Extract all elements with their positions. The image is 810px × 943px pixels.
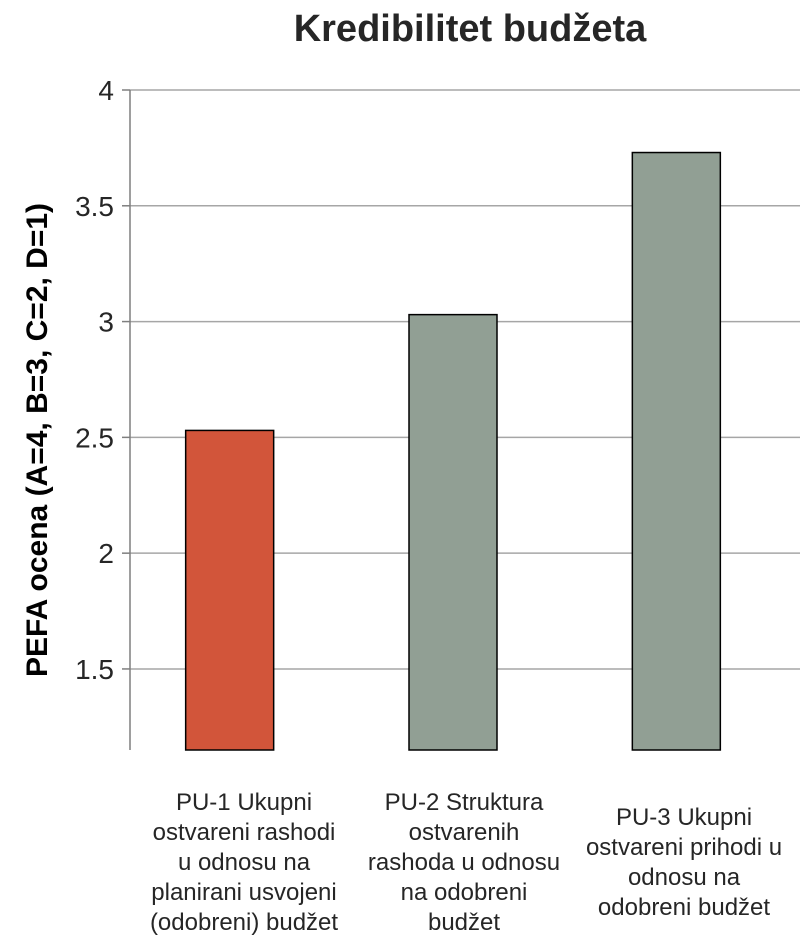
x-category-label: PU-3 Ukupni ostvareni prihodi u odnosu n… xyxy=(585,804,783,921)
y-tick-label: 1.5 xyxy=(75,654,114,685)
bar xyxy=(631,151,722,751)
bar xyxy=(408,313,498,751)
chart-title: Kredibilitet budžeta xyxy=(293,8,647,50)
axes xyxy=(122,89,131,750)
bar xyxy=(184,429,275,751)
y-tick-label: 2 xyxy=(98,538,114,569)
x-category-label: PU-2 Struktura ostvarenih rashoda u odno… xyxy=(367,789,561,936)
bars xyxy=(184,151,722,751)
y-tick-label: 3 xyxy=(98,307,114,338)
y-tick-labels: 1.5 2 2.5 3 3.5 4 xyxy=(75,75,114,685)
y-tick-label: 4 xyxy=(98,75,114,106)
x-category-label: PU-1 Ukupni ostvareni rashodi u odnosu n… xyxy=(149,789,339,936)
y-tick-label: 3.5 xyxy=(75,191,114,222)
y-tick-label: 2.5 xyxy=(75,422,114,453)
